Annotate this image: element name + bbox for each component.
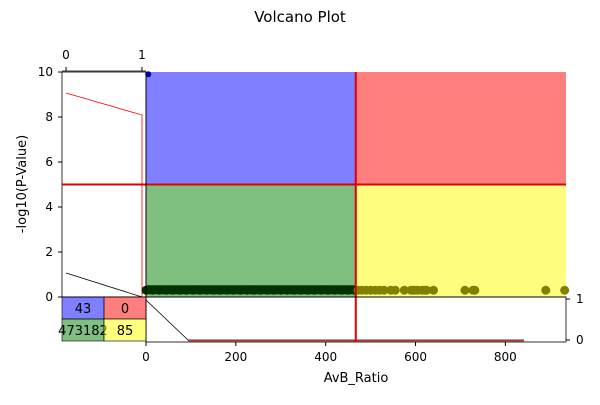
chart-title: Volcano Plot (254, 8, 346, 26)
y-tick-label: 0 (45, 290, 53, 304)
count-table: 43 0 473182 85 (58, 296, 147, 342)
top-inset-tick-label: 0 (62, 48, 70, 62)
data-point (289, 285, 299, 295)
data-point (379, 285, 389, 295)
data-point (460, 285, 470, 295)
data-point (296, 285, 306, 295)
x-tick-label: 400 (314, 350, 337, 364)
y-axis-label: -log10(P-Value) (15, 135, 30, 233)
data-point (148, 285, 158, 295)
data-point (276, 285, 286, 295)
count-cell-label: 85 (117, 324, 134, 339)
count-cell-label: 43 (75, 302, 92, 317)
y-tick-label: 6 (45, 155, 53, 169)
left-marginal-curve-red (65, 92, 143, 297)
data-point (282, 285, 292, 295)
data-point (316, 285, 326, 295)
right-inset-tick-label: 0 (576, 333, 584, 347)
points-layer (141, 71, 570, 295)
data-point (336, 285, 346, 295)
data-point (202, 285, 212, 295)
y-tick-label: 2 (45, 245, 53, 259)
data-point (145, 71, 152, 78)
quadrant-upper-left (146, 72, 356, 185)
data-point (256, 285, 266, 295)
y-tick-label: 10 (38, 65, 53, 79)
data-point (422, 285, 432, 295)
data-point (249, 285, 259, 295)
bottom-marginal-curve-black (145, 299, 524, 341)
data-point (541, 285, 551, 295)
data-point (269, 285, 279, 295)
data-point (303, 285, 313, 295)
left-marginal-curve-black (65, 272, 143, 298)
data-point (262, 285, 272, 295)
data-point (175, 285, 185, 295)
data-point (235, 285, 245, 295)
data-point (195, 285, 205, 295)
x-tick-label: 800 (494, 350, 517, 364)
x-axis-label: AvB_Ratio (324, 371, 389, 386)
quadrant-lower-left (146, 184, 356, 297)
data-point (560, 285, 570, 295)
data-point (309, 285, 319, 295)
data-point (470, 285, 480, 295)
quadrant-lower-right (355, 184, 566, 297)
data-point (229, 285, 239, 295)
x-tick-label: 0 (142, 350, 150, 364)
x-tick-label: 600 (404, 350, 427, 364)
data-point (399, 285, 409, 295)
y-tick-label: 8 (45, 110, 53, 124)
data-point (168, 285, 178, 295)
data-point (222, 285, 232, 295)
quadrant-layer (146, 72, 566, 297)
data-point (188, 285, 198, 295)
x-tick-label: 200 (224, 350, 247, 364)
data-point (181, 285, 191, 295)
data-point (161, 285, 171, 295)
count-cell-bg (103, 318, 147, 342)
top-inset-tick-label: 1 (138, 48, 146, 62)
y-tick-label: 4 (45, 200, 53, 214)
data-point (323, 285, 333, 295)
data-point (154, 285, 164, 295)
data-point (390, 285, 400, 295)
right-inset-tick-label: 1 (576, 292, 584, 306)
count-cell-label: 473182 (58, 324, 108, 339)
count-cell-label: 0 (121, 302, 129, 317)
data-point (330, 285, 340, 295)
data-point (428, 285, 438, 295)
data-point (215, 285, 225, 295)
data-point (208, 285, 218, 295)
quadrant-upper-right (355, 72, 566, 185)
data-point (343, 285, 353, 295)
data-point (242, 285, 252, 295)
